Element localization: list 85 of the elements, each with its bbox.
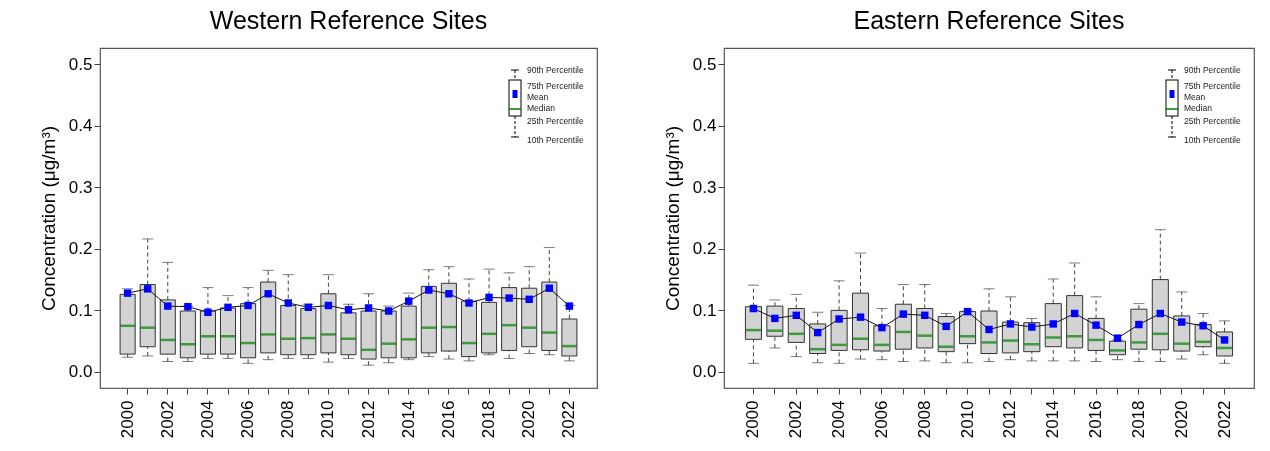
point [985,325,993,334]
x-tick-label: 2008 [914,400,934,439]
y-axis-title: Concentration (μg/m³) [37,125,59,312]
annotation: 75th Percentile [527,81,584,91]
x-tick-label: 2002 [786,400,806,439]
annotation: 10th Percentile [1184,135,1241,145]
point [1178,318,1186,326]
point [878,323,886,332]
x-tick-label: 2010 [957,400,977,439]
x-tick-label: 2016 [438,400,458,439]
annotation: 25th Percentile [1184,116,1241,126]
x-tick-label: 2000 [743,400,763,439]
y-tick-label: 0.1 [68,300,93,320]
x-tick-label: 2004 [197,400,217,439]
x-tick-label: 2022 [1214,400,1234,439]
point [963,307,972,316]
point [384,307,393,315]
y-tick-label: 0.3 [68,177,93,197]
point [123,289,132,297]
x-tick-label: 2014 [1043,400,1063,439]
point [264,290,272,298]
chart-title: Western Reference Sites [209,6,488,34]
y-tick-label: 0.5 [692,54,717,74]
x-tick-label: 2016 [1086,400,1106,439]
point [899,310,908,318]
x-tick-label: 2006 [238,400,258,439]
x-tick-label: 2012 [1000,400,1020,439]
y-tick-label: 0.2 [68,239,93,259]
point [244,301,252,310]
point [284,299,292,307]
point [565,302,574,310]
x-tick-label: 2010 [318,400,338,439]
point [1135,320,1143,329]
x-tick-label: 2006 [871,400,891,439]
point [405,297,413,305]
point [224,303,232,312]
point [1092,321,1100,329]
y-tick-label: 0.3 [692,177,717,197]
annotation: Mean [527,92,549,102]
annotation: 90th Percentile [527,65,584,75]
x-tick-label: 2002 [157,400,177,439]
point [1199,322,1207,330]
annotation: 10th Percentile [527,135,584,145]
point [364,304,373,312]
point [204,308,212,316]
y-tick-label: 0.0 [692,362,717,382]
y-tick-label: 0.5 [68,54,93,74]
point [505,294,513,302]
y-tick-label: 0.0 [68,362,93,382]
y-tick-label: 0.2 [692,239,717,259]
point [445,290,453,298]
x-tick-label: 2000 [117,400,137,439]
annotation: Median [527,103,556,113]
annotation: Mean [1184,92,1206,102]
y-axis-title: Concentration (μg/m³) [661,125,683,312]
x-tick-label: 2020 [519,400,539,439]
annotation: 75th Percentile [1184,81,1241,91]
point [304,303,313,312]
x-tick-label: 2018 [1128,400,1148,439]
point [465,299,473,307]
chart-title: Eastern Reference Sites [853,6,1125,34]
y-tick-label: 0.1 [692,300,717,320]
x-tick-label: 2014 [398,400,418,439]
point [485,293,493,302]
x-tick-label: 2018 [479,400,499,439]
point [1113,334,1122,342]
annotation: 90th Percentile [1184,65,1241,75]
x-tick-label: 2004 [829,400,849,439]
point [856,313,865,321]
x-tick-label: 2020 [1171,400,1191,439]
point [1006,320,1015,328]
point [425,286,433,294]
y-tick-label: 0.4 [692,116,717,136]
x-tick-label: 2008 [278,400,298,439]
annotation: Median [1184,103,1213,113]
annotation: 25th Percentile [527,116,584,126]
point [1028,323,1036,331]
point [1049,320,1057,328]
point [143,285,152,293]
x-tick-label: 2022 [559,400,579,439]
y-tick-label: 0.4 [68,116,93,136]
point [164,302,172,310]
x-tick-label: 2012 [358,400,378,439]
point [942,322,950,331]
point [835,315,843,323]
